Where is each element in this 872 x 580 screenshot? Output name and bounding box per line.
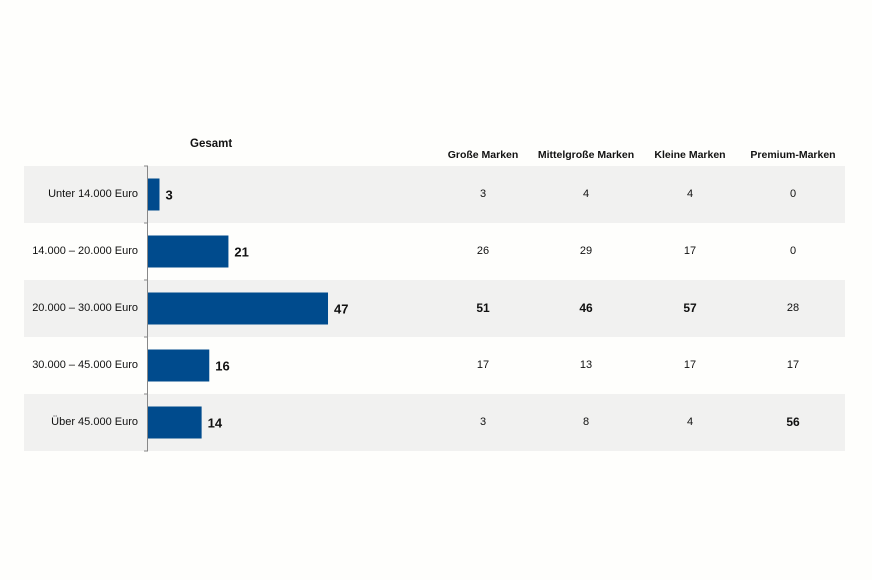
table-cell: 4 — [582, 188, 590, 200]
bar-value-label: 47 — [334, 302, 348, 317]
bar — [148, 349, 210, 382]
chart-title: Gesamt — [190, 138, 233, 150]
table-cell: 8 — [582, 416, 590, 428]
table-cell: 46 — [579, 301, 593, 315]
table-cell: 0 — [789, 245, 797, 257]
table-cell: 0 — [789, 188, 797, 200]
table-cell: 17 — [683, 245, 697, 257]
table-cell: 28 — [786, 302, 800, 314]
table-cell: 17 — [786, 359, 800, 371]
category-label: Unter 14.000 Euro — [48, 188, 138, 200]
bar-value-label: 14 — [208, 416, 223, 431]
category-label: 14.000 – 20.000 Euro — [32, 245, 138, 257]
table-cell: 57 — [683, 301, 697, 315]
table-cell: 3 — [479, 188, 487, 200]
bar — [148, 292, 329, 325]
bar-value-label: 21 — [234, 245, 248, 260]
table-cell: 13 — [579, 359, 593, 371]
table-cell: 4 — [686, 416, 694, 428]
category-label: Über 45.000 Euro — [51, 416, 138, 428]
bar — [148, 178, 160, 211]
table-cell: 51 — [476, 301, 490, 315]
table-cell: 56 — [786, 415, 800, 429]
bar — [148, 406, 202, 439]
column-header-premium-marken: Premium-Marken — [750, 149, 836, 161]
column-header-mittelgrosse-marken: Mittelgroße Marken — [537, 149, 635, 161]
table-cell: 26 — [476, 245, 490, 257]
category-label: 30.000 – 45.000 Euro — [32, 359, 138, 371]
column-header-grosse-marken: Große Marken — [447, 149, 519, 161]
table-cell: 17 — [683, 359, 697, 371]
table-cell: 3 — [479, 416, 487, 428]
row-band — [24, 166, 845, 223]
bar-value-label: 3 — [165, 188, 172, 203]
table-cell: 29 — [579, 245, 593, 257]
bar — [148, 235, 229, 268]
category-label: 20.000 – 30.000 Euro — [32, 302, 138, 314]
column-header-kleine-marken: Kleine Marken — [654, 149, 726, 161]
bar-value-label: 16 — [215, 359, 229, 374]
table-cell: 17 — [476, 359, 490, 371]
table-cell: 4 — [686, 188, 694, 200]
